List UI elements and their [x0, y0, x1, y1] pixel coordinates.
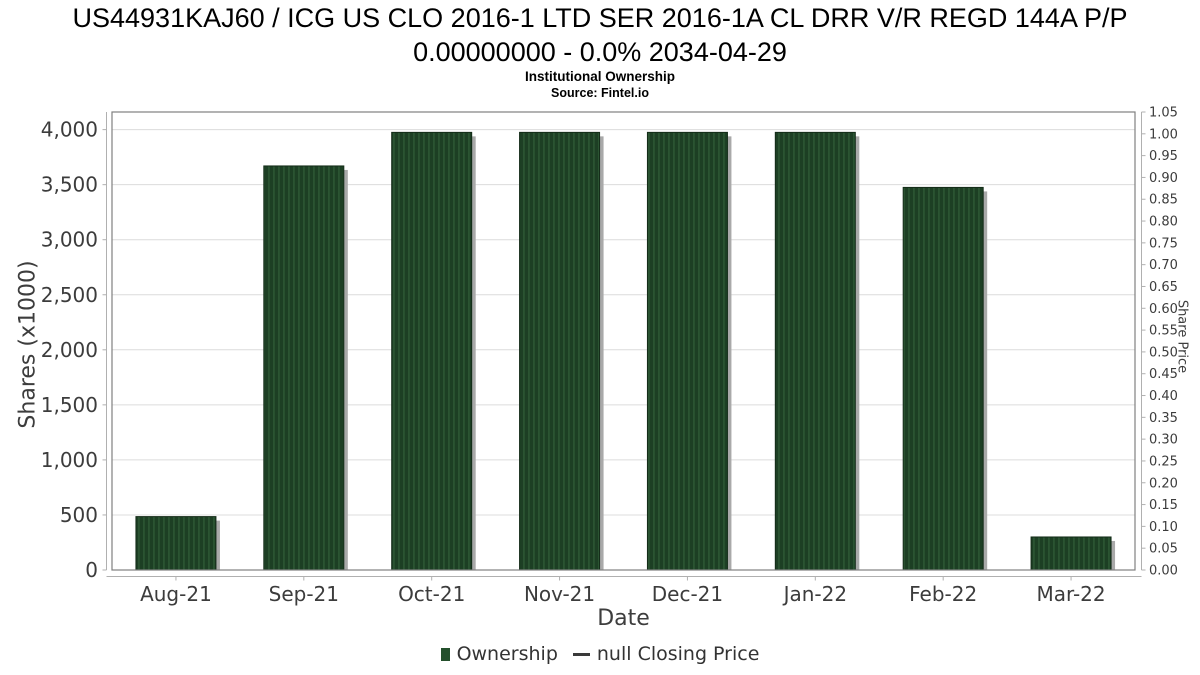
legend-ownership-swatch-icon [440, 647, 450, 661]
y-right-tick-label: 0.00 [1149, 564, 1178, 579]
y-right-tick-label: 0.65 [1149, 280, 1178, 295]
y-right-tick-label: 1.05 [1149, 106, 1178, 121]
bar-Mar-22 [1030, 536, 1112, 570]
y-right-tick-label: 0.40 [1149, 389, 1178, 404]
y-left-tick-label: 1,000 [41, 448, 98, 472]
y-right-tick-label: 0.30 [1149, 433, 1178, 448]
x-tick-label: Jan-22 [782, 582, 848, 606]
bar-Nov-21 [519, 131, 601, 570]
y-right-tick-label: 0.80 [1149, 215, 1178, 230]
y-left-tick-label: 3,000 [41, 228, 98, 252]
y-right-tick-label: 0.55 [1149, 324, 1178, 339]
y-left-tick-label: 500 [60, 503, 98, 527]
y-right-tick-label: 0.85 [1149, 193, 1178, 208]
y-right-tick-label: 1.00 [1149, 127, 1178, 142]
x-tick-label: Mar-22 [1037, 582, 1106, 606]
chart-source: Source: Fintel.io [551, 86, 649, 100]
x-tick-label: Aug-21 [140, 582, 212, 606]
y-right-tick-label: 0.15 [1149, 498, 1178, 513]
legend: Ownership null Closing Price [0, 643, 1200, 665]
y-left-tick-label: 3,500 [41, 173, 98, 197]
chart-title-line1: US44931KAJ60 / ICG US CLO 2016-1 LTD SER… [72, 3, 1128, 33]
x-tick-label: Nov-21 [524, 582, 595, 606]
y-right-tick-label: 0.05 [1149, 542, 1178, 557]
y-right-tick-label: 0.90 [1149, 171, 1178, 186]
y-left-tick-label: 2,500 [41, 283, 98, 307]
bar-Aug-21 [135, 516, 217, 570]
bar-Feb-22 [902, 186, 984, 570]
y-right-tick-label: 0.95 [1149, 149, 1178, 164]
x-tick-label: Sep-21 [269, 582, 339, 606]
y-right-tick-label: 0.70 [1149, 258, 1178, 273]
y-right-tick-label: 0.10 [1149, 520, 1178, 535]
legend-label-ownership: Ownership [456, 643, 558, 665]
y-left-tick-label: 0 [85, 558, 98, 582]
bar-Jan-22 [774, 131, 856, 570]
plot-border [111, 111, 1136, 571]
y-left-tick-label: 1,500 [41, 393, 98, 417]
plot-area: 0 500 1,000 1,500 2,000 2,500 3,000 3,500 4,000 0… [41, 106, 1178, 607]
y-left-tick-label: 4,000 [41, 118, 98, 142]
bar-Dec-21 [646, 131, 728, 570]
legend-label-null-closing-price: null Closing Price [596, 643, 760, 665]
bar-Oct-21 [391, 131, 473, 570]
chart-title-line2: 0.00000000 - 0.0% 2034-04-29 [413, 37, 787, 67]
bar-Sep-21 [263, 165, 345, 570]
x-tick-label: Dec-21 [652, 582, 723, 606]
y-right-tick-label: 0.50 [1149, 345, 1178, 360]
y-right-tick-label: 0.45 [1149, 367, 1178, 382]
y-right-tick-label: 0.75 [1149, 236, 1178, 251]
bars-group [135, 131, 1116, 570]
legend-line-dash-icon [572, 652, 590, 656]
y-right-tick-label: 0.60 [1149, 302, 1178, 317]
chart-subtitle: Institutional Ownership [524, 69, 675, 84]
x-tick-label: Oct-21 [398, 582, 465, 606]
y-right-tick-label: 0.20 [1149, 476, 1178, 491]
x-tick-label: Feb-22 [909, 582, 977, 606]
y-right-tick-label: 0.25 [1149, 454, 1178, 469]
y-right-tick-label: 0.35 [1149, 411, 1178, 426]
x-axis-label: Date [597, 606, 650, 631]
y-left-tick-label: 2,000 [41, 338, 98, 362]
